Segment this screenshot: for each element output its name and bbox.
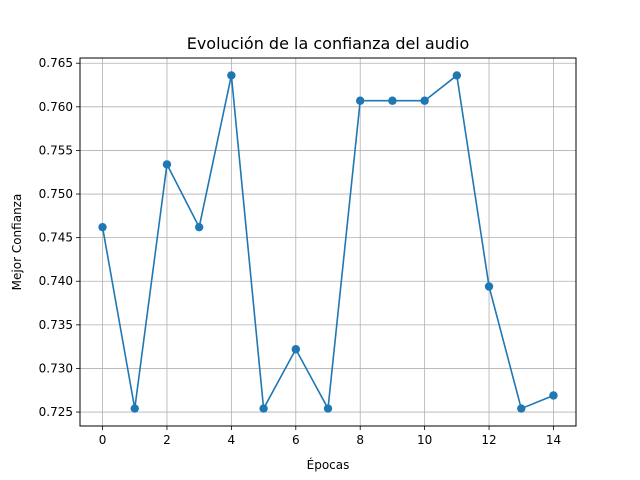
y-tick-label: 0.745 <box>39 231 73 245</box>
x-tick-label: 10 <box>417 433 432 447</box>
data-point <box>356 96 365 105</box>
y-tick-label: 0.760 <box>39 100 73 114</box>
y-tick-label: 0.725 <box>39 405 73 419</box>
series-line <box>101 74 554 410</box>
grid <box>80 58 576 426</box>
plot-frame <box>79 57 577 427</box>
data-point <box>388 96 397 105</box>
data-point <box>517 404 526 413</box>
data-point <box>98 222 107 232</box>
y-axis-label: Mejor Confianza <box>10 194 24 291</box>
x-tick-label: 2 <box>163 433 171 447</box>
data-point <box>162 160 172 169</box>
y-tick-label: 0.765 <box>39 56 73 70</box>
x-tick-label: 0 <box>99 433 107 447</box>
x-tick-label: 8 <box>356 433 364 447</box>
data-point <box>130 404 139 413</box>
x-tick-label: 12 <box>481 433 496 447</box>
y-tick-label: 0.730 <box>39 361 73 375</box>
y-tick-label: 0.750 <box>39 187 73 201</box>
data-point <box>549 391 558 400</box>
y-tick-label: 0.735 <box>39 318 73 332</box>
data-point <box>323 404 333 413</box>
data-point <box>227 71 236 80</box>
data-point <box>194 222 204 232</box>
y-tick-label: 0.740 <box>39 274 73 288</box>
x-tick-label: 4 <box>228 433 236 447</box>
data-point <box>452 71 462 80</box>
y-tick-label: 0.755 <box>39 143 73 157</box>
axis-ticks: 0 2 4 6 8 10 12 14 0.725 0.730 0.735 0.740 0.745 0.75… <box>39 56 561 447</box>
chart-title: Evolución de la confianza del audio <box>187 34 470 53</box>
x-axis-label: Épocas <box>307 457 350 472</box>
data-point <box>420 96 429 105</box>
x-tick-label: 14 <box>546 433 561 447</box>
x-tick-label: 6 <box>292 433 300 447</box>
data-point <box>259 404 268 413</box>
data-point <box>484 282 494 291</box>
data-point <box>291 345 300 354</box>
series-layer <box>98 71 558 413</box>
